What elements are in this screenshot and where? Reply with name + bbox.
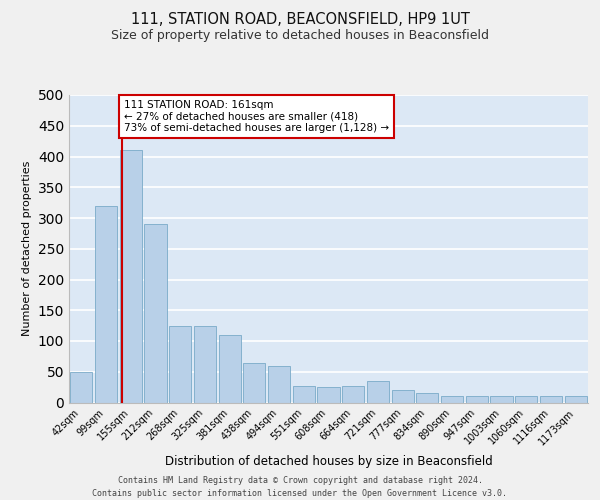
Y-axis label: Number of detached properties: Number of detached properties: [22, 161, 32, 336]
Bar: [194, 326, 216, 402]
X-axis label: Distribution of detached houses by size in Beaconsfield: Distribution of detached houses by size …: [164, 455, 493, 468]
Text: Contains HM Land Registry data © Crown copyright and database right 2024.
Contai: Contains HM Land Registry data © Crown c…: [92, 476, 508, 498]
Bar: [243, 362, 265, 403]
Bar: [466, 396, 488, 402]
Bar: [218, 335, 241, 402]
Bar: [119, 150, 142, 402]
Bar: [540, 396, 562, 402]
Text: Size of property relative to detached houses in Beaconsfield: Size of property relative to detached ho…: [111, 29, 489, 42]
Bar: [95, 206, 117, 402]
Bar: [416, 394, 439, 402]
Bar: [169, 326, 191, 402]
Bar: [70, 372, 92, 402]
Bar: [317, 387, 340, 402]
Bar: [392, 390, 414, 402]
Text: 111 STATION ROAD: 161sqm
← 27% of detached houses are smaller (418)
73% of semi-: 111 STATION ROAD: 161sqm ← 27% of detach…: [124, 100, 389, 133]
Bar: [293, 386, 315, 402]
Bar: [268, 366, 290, 403]
Bar: [490, 396, 512, 402]
Bar: [565, 396, 587, 402]
Bar: [515, 396, 538, 402]
Bar: [441, 396, 463, 402]
Bar: [342, 386, 364, 402]
Bar: [367, 381, 389, 402]
Bar: [145, 224, 167, 402]
Text: 111, STATION ROAD, BEACONSFIELD, HP9 1UT: 111, STATION ROAD, BEACONSFIELD, HP9 1UT: [131, 12, 469, 28]
